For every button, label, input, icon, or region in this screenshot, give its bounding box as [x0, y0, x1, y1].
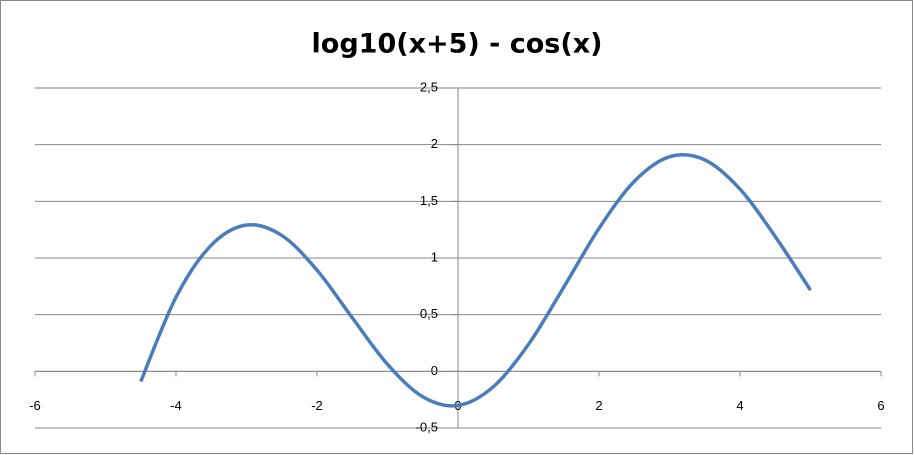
x-tick-label: 6 — [877, 398, 884, 413]
y-tick-label: 1,5 — [420, 193, 438, 208]
line-series — [139, 153, 812, 408]
y-tick-label: 1 — [431, 249, 438, 264]
y-tick-label: 0 — [431, 363, 438, 378]
y-tick-label: 2 — [431, 136, 438, 151]
chart-title: log10(x+5) - cos(x) — [312, 29, 603, 60]
x-tick-label: -4 — [170, 398, 182, 413]
y-tick-label: 0,5 — [420, 306, 438, 321]
x-tick-label: -6 — [29, 398, 41, 413]
x-tick-label: -2 — [311, 398, 323, 413]
y-tick-label: -0,5 — [416, 419, 438, 434]
x-tick-label: 2 — [595, 398, 602, 413]
x-tick-label: 4 — [736, 398, 743, 413]
y-tick-label: 2,5 — [420, 79, 438, 94]
